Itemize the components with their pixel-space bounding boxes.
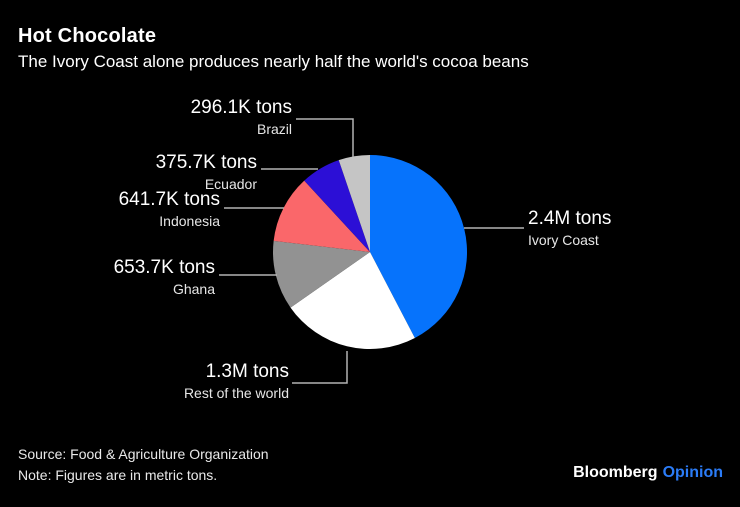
pie-slice-brazil xyxy=(338,155,370,252)
pie-slice-ecuador xyxy=(304,160,370,252)
leader-line-rest-of-world xyxy=(292,351,348,384)
callout-ghana-value: 653.7K tons xyxy=(113,257,215,278)
chart-subtitle: The Ivory Coast alone produces nearly ha… xyxy=(18,52,529,71)
pie-slice-indonesia xyxy=(273,180,370,252)
pie-slice-ivory-coast xyxy=(370,155,468,339)
bloomberg-wordmark: Bloomberg xyxy=(573,464,658,481)
leader-lines-group xyxy=(219,118,524,384)
opinion-wordmark: Opinion xyxy=(662,464,723,481)
chart-title: Hot Chocolate xyxy=(18,25,157,47)
callout-ecuador-label: Ecuador xyxy=(204,176,257,192)
pie-slices-group xyxy=(273,155,468,350)
callout-ghana-label: Ghana xyxy=(172,281,215,297)
callout-ghana: 653.7K tons Ghana xyxy=(114,257,215,297)
leader-line-brazil xyxy=(296,118,354,157)
callout-brazil-value: 296.1K tons xyxy=(190,97,292,118)
metric-note: Note: Figures are in metric tons. xyxy=(18,467,218,483)
callout-ecuador: 375.7K tons Ecuador xyxy=(156,152,257,192)
callout-rest-of-world-value: 1.3M tons xyxy=(205,361,289,382)
callout-brazil: 296.1K tons Brazil xyxy=(191,97,292,137)
pie-slice-rest-of-the-world xyxy=(290,252,415,350)
callout-rest-of-world-label: Rest of the world xyxy=(183,385,289,401)
callout-brazil-label: Brazil xyxy=(256,121,292,137)
callout-ivory-coast-value: 2.4M tons xyxy=(528,208,612,229)
callout-ivory-coast-label: Ivory Coast xyxy=(528,232,599,248)
callout-indonesia: 641.7K tons Indonesia xyxy=(119,189,220,229)
callout-indonesia-value: 641.7K tons xyxy=(118,189,220,210)
chart-footer: Source: Food & Agriculture Organization … xyxy=(18,444,269,486)
callout-ecuador-value: 375.7K tons xyxy=(155,152,257,173)
chart-header: Hot Chocolate The Ivory Coast alone prod… xyxy=(18,24,529,73)
pie-slice-ghana xyxy=(273,240,370,308)
callout-ivory-coast: 2.4M tons Ivory Coast xyxy=(528,208,611,248)
bloomberg-opinion-logo: Bloomberg Opinion xyxy=(573,464,723,482)
source-note: Source: Food & Agriculture Organization xyxy=(18,446,269,462)
callout-rest-of-world: 1.3M tons Rest of the world xyxy=(184,361,289,401)
callout-indonesia-label: Indonesia xyxy=(159,213,220,229)
